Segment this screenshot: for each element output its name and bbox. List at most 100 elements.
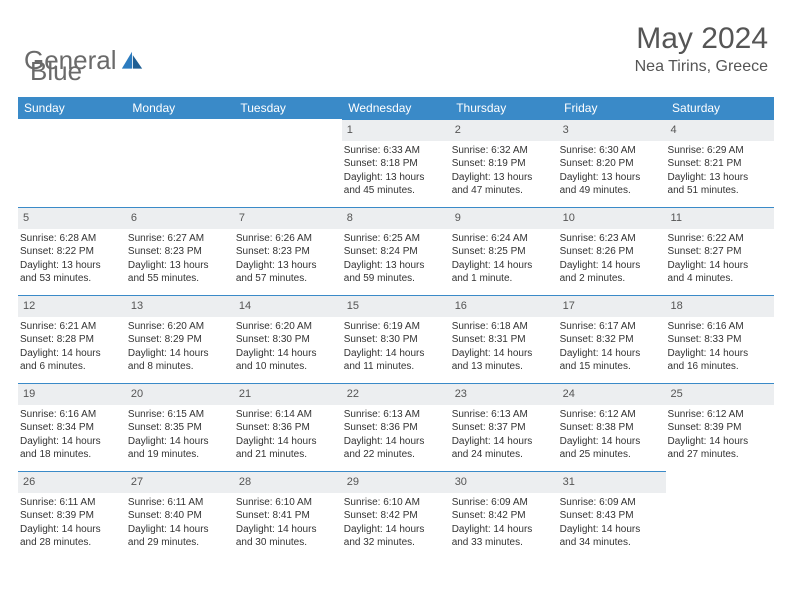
day-sunrise: Sunrise: 6:09 AM — [452, 496, 556, 510]
day-number: 26 — [18, 471, 126, 493]
day-sunset: Sunset: 8:38 PM — [560, 421, 664, 435]
day-sunrise: Sunrise: 6:23 AM — [560, 232, 664, 246]
calendar-day-cell: 3Sunrise: 6:30 AMSunset: 8:20 PMDaylight… — [558, 119, 666, 207]
day-dl1: Daylight: 13 hours — [344, 171, 448, 185]
day-sunset: Sunset: 8:23 PM — [236, 245, 340, 259]
day-dl2: and 33 minutes. — [452, 536, 556, 550]
day-dl1: Daylight: 14 hours — [560, 259, 664, 273]
day-info: Sunrise: 6:09 AMSunset: 8:42 PMDaylight:… — [450, 496, 558, 550]
day-dl1: Daylight: 14 hours — [452, 259, 556, 273]
day-number: 15 — [342, 295, 450, 317]
day-sunset: Sunset: 8:42 PM — [344, 509, 448, 523]
day-dl2: and 29 minutes. — [128, 536, 232, 550]
day-info: Sunrise: 6:14 AMSunset: 8:36 PMDaylight:… — [234, 408, 342, 462]
calendar-day-cell: 22Sunrise: 6:13 AMSunset: 8:36 PMDayligh… — [342, 383, 450, 471]
day-dl1: Daylight: 13 hours — [668, 171, 772, 185]
day-sunset: Sunset: 8:32 PM — [560, 333, 664, 347]
day-header: Wednesday — [342, 97, 450, 119]
calendar-day-cell: 13Sunrise: 6:20 AMSunset: 8:29 PMDayligh… — [126, 295, 234, 383]
day-number: 30 — [450, 471, 558, 493]
day-dl1: Daylight: 14 hours — [452, 435, 556, 449]
day-sunset: Sunset: 8:30 PM — [344, 333, 448, 347]
day-sunrise: Sunrise: 6:21 AM — [20, 320, 124, 334]
day-dl1: Daylight: 13 hours — [20, 259, 124, 273]
day-info: Sunrise: 6:15 AMSunset: 8:35 PMDaylight:… — [126, 408, 234, 462]
day-sunrise: Sunrise: 6:16 AM — [20, 408, 124, 422]
day-sunset: Sunset: 8:34 PM — [20, 421, 124, 435]
day-sunrise: Sunrise: 6:10 AM — [236, 496, 340, 510]
day-number: 1 — [342, 119, 450, 141]
day-sunset: Sunset: 8:27 PM — [668, 245, 772, 259]
day-sunset: Sunset: 8:25 PM — [452, 245, 556, 259]
day-number: 22 — [342, 383, 450, 405]
day-dl2: and 19 minutes. — [128, 448, 232, 462]
day-sunset: Sunset: 8:36 PM — [344, 421, 448, 435]
day-number: 25 — [666, 383, 774, 405]
day-info: Sunrise: 6:11 AMSunset: 8:40 PMDaylight:… — [126, 496, 234, 550]
day-number: 24 — [558, 383, 666, 405]
day-info: Sunrise: 6:22 AMSunset: 8:27 PMDaylight:… — [666, 232, 774, 286]
day-sunset: Sunset: 8:31 PM — [452, 333, 556, 347]
day-info: Sunrise: 6:16 AMSunset: 8:33 PMDaylight:… — [666, 320, 774, 374]
day-number: 19 — [18, 383, 126, 405]
day-sunset: Sunset: 8:21 PM — [668, 157, 772, 171]
day-dl2: and 49 minutes. — [560, 184, 664, 198]
day-dl2: and 51 minutes. — [668, 184, 772, 198]
day-dl2: and 24 minutes. — [452, 448, 556, 462]
day-dl1: Daylight: 14 hours — [128, 347, 232, 361]
day-dl2: and 59 minutes. — [344, 272, 448, 286]
day-number: 23 — [450, 383, 558, 405]
calendar-day-cell: 20Sunrise: 6:15 AMSunset: 8:35 PMDayligh… — [126, 383, 234, 471]
day-sunset: Sunset: 8:35 PM — [128, 421, 232, 435]
day-sunrise: Sunrise: 6:11 AM — [20, 496, 124, 510]
calendar-page: General May 2024 Nea Tirins, Greece Blue… — [0, 0, 792, 569]
day-dl2: and 15 minutes. — [560, 360, 664, 374]
day-sunset: Sunset: 8:41 PM — [236, 509, 340, 523]
day-sunrise: Sunrise: 6:16 AM — [668, 320, 772, 334]
day-sunrise: Sunrise: 6:29 AM — [668, 144, 772, 158]
day-dl2: and 21 minutes. — [236, 448, 340, 462]
day-dl2: and 6 minutes. — [20, 360, 124, 374]
calendar-day-cell: 30 Sunrise: 6:09 AMSunset: 8:42 PMDayligh… — [450, 471, 558, 559]
day-sunset: Sunset: 8:18 PM — [344, 157, 448, 171]
day-dl1: Daylight: 14 hours — [344, 435, 448, 449]
day-sunset: Sunset: 8:30 PM — [236, 333, 340, 347]
day-sunset: Sunset: 8:19 PM — [452, 157, 556, 171]
day-dl1: Daylight: 14 hours — [344, 523, 448, 537]
day-info: Sunrise: 6:23 AMSunset: 8:26 PMDaylight:… — [558, 232, 666, 286]
calendar-day-cell: 10Sunrise: 6:23 AMSunset: 8:26 PMDayligh… — [558, 207, 666, 295]
day-number: 9 — [450, 207, 558, 229]
calendar-day-cell: 18Sunrise: 6:16 AMSunset: 8:33 PMDayligh… — [666, 295, 774, 383]
day-sunrise: Sunrise: 6:09 AM — [560, 496, 664, 510]
day-dl1: Daylight: 14 hours — [560, 523, 664, 537]
calendar-day-cell — [126, 119, 234, 207]
day-sunrise: Sunrise: 6:14 AM — [236, 408, 340, 422]
day-sunrise: Sunrise: 6:25 AM — [344, 232, 448, 246]
calendar-day-cell: 17Sunrise: 6:17 AMSunset: 8:32 PMDayligh… — [558, 295, 666, 383]
day-dl2: and 8 minutes. — [128, 360, 232, 374]
day-dl1: Daylight: 14 hours — [236, 435, 340, 449]
day-info: Sunrise: 6:28 AMSunset: 8:22 PMDaylight:… — [18, 232, 126, 286]
month-title: May 2024 — [635, 22, 768, 56]
calendar-week-row: 19 Sunrise: 6:16 AMSunset: 8:34 PM Dayligh… — [18, 383, 774, 471]
title-block: May 2024 Nea Tirins, Greece — [635, 22, 774, 76]
calendar-day-cell: 23Sunrise: 6:13 AMSunset: 8:37 PMDayligh… — [450, 383, 558, 471]
calendar-day-cell: 12Sunrise: 6:21 AMSunset: 8:28 PMDayligh… — [18, 295, 126, 383]
day-number: 4 — [666, 119, 774, 141]
day-sunset: Sunset: 8:39 PM — [668, 421, 772, 435]
day-sunrise: Sunrise: 6:12 AM — [668, 408, 772, 422]
day-dl2: and 4 minutes. — [668, 272, 772, 286]
day-sunrise: Sunrise: 6:20 AM — [236, 320, 340, 334]
day-sunrise: Sunrise: 6:28 AM — [20, 232, 124, 246]
calendar-day-cell: 21Sunrise: 6:14 AMSunset: 8:36 PMDayligh… — [234, 383, 342, 471]
calendar-table: Sunday Monday Tuesday Wednesday Thursday… — [18, 97, 774, 559]
day-info: Sunrise: 6:18 AMSunset: 8:31 PMDaylight:… — [450, 320, 558, 374]
day-info: Sunrise: 6:32 AMSunset: 8:19 PMDaylight:… — [450, 144, 558, 198]
day-sunset: Sunset: 8:23 PM — [128, 245, 232, 259]
day-dl1: Daylight: 14 hours — [236, 523, 340, 537]
day-dl2: and 53 minutes. — [20, 272, 124, 286]
calendar-day-cell: 19Sunrise: 6:16 AMSunset: 8:34 PMDayligh… — [18, 383, 126, 471]
day-sunrise: Sunrise: 6:11 AM — [128, 496, 232, 510]
calendar-day-cell — [18, 119, 126, 207]
calendar-day-cell: 15Sunrise: 6:19 AMSunset: 8:30 PMDayligh… — [342, 295, 450, 383]
